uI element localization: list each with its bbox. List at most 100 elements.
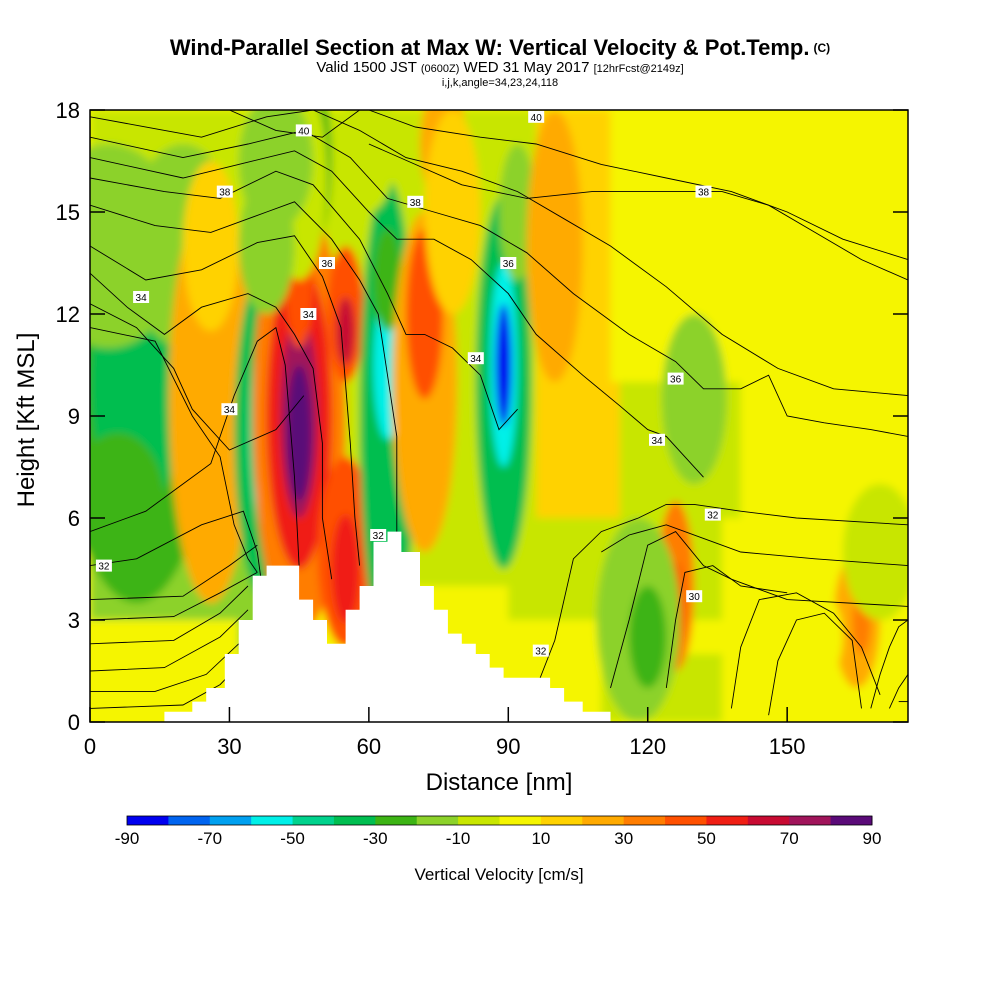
terrain-layer	[164, 531, 639, 722]
colorbar-swatch	[747, 816, 790, 825]
contour-label: 34	[649, 433, 665, 447]
y-tick-label: 12	[56, 302, 80, 327]
terrain-mask	[164, 531, 639, 722]
colorbar-tick-label: 10	[531, 829, 550, 848]
colorbar-swatch	[251, 816, 294, 825]
contour-label: 34	[467, 352, 484, 365]
contour-label-text: 40	[298, 126, 310, 137]
theta-contour-line	[90, 303, 305, 451]
contour-label-text: 34	[303, 310, 315, 321]
theta-contour-line	[90, 326, 300, 566]
grid-indices: i,j,k,angle=34,23,24,118	[441, 77, 559, 89]
contour-label-text: 36	[670, 375, 682, 386]
x-tick-label: 0	[84, 734, 96, 759]
colorbar-swatch	[375, 816, 418, 825]
colorbar-swatch	[333, 816, 376, 825]
y-tick-label: 18	[56, 98, 80, 123]
colorbar-swatch	[127, 816, 169, 825]
contour-label: 38	[216, 185, 233, 199]
contour-label: 34	[221, 403, 238, 416]
colorbar-swatch	[209, 816, 252, 825]
theta-contour-line	[90, 150, 704, 478]
theta-contour-line	[90, 235, 361, 566]
contour-label-text: 32	[98, 562, 110, 573]
x-tick-label: 120	[629, 734, 666, 759]
theta-contour-line	[870, 619, 908, 709]
contour-label: 38	[695, 185, 712, 199]
theta-contour-line	[368, 143, 908, 281]
theta-contour-line	[888, 674, 908, 709]
colorbar-swatch	[582, 816, 625, 825]
colorbar-tick-label: 30	[614, 829, 633, 848]
y-tick-label: 9	[68, 404, 80, 429]
y-axis-title: Height [Kft MSL]	[13, 333, 40, 508]
plot-area: 34 34 34 34 34 40 40 38 38 38 36 36 36 32 32 32 32 30	[90, 110, 908, 722]
colorbar-swatch	[458, 816, 500, 825]
title-block: Wind-Parallel Section at Max W: Vertical…	[0, 35, 1000, 90]
theta-contour-line	[90, 327, 258, 573]
y-tick-label: 3	[68, 608, 80, 633]
x-tick-label: 30	[217, 734, 241, 759]
contour-label-text: 34	[224, 405, 236, 416]
contour-label: 32	[370, 529, 387, 542]
colorbar-swatch	[540, 816, 583, 825]
contour-label: 34	[300, 308, 317, 321]
y-tick-label: 15	[56, 200, 80, 225]
x-axis-title: Distance [nm]	[426, 769, 573, 796]
colorbar-swatch	[665, 816, 707, 825]
x-tick-label: 60	[357, 734, 381, 759]
theta-contour-line	[665, 565, 788, 689]
colorbar-tick-label: 70	[780, 829, 799, 848]
y-tick-label: 0	[68, 710, 80, 735]
colorbar-swatch	[706, 816, 749, 825]
contour-label: 36	[500, 257, 517, 270]
theta-contour-line	[90, 609, 249, 672]
contour-label-text: 34	[470, 354, 482, 365]
valid-time: Valid 1500 JST	[316, 59, 417, 76]
copyright-mark: (C)	[813, 41, 831, 55]
theta-contour-line	[90, 643, 240, 692]
contour-label: 38	[407, 195, 424, 209]
theta-contour-line	[90, 544, 258, 601]
x-tick-label: 150	[769, 734, 806, 759]
colorbar-swatch	[416, 816, 459, 825]
axes: 0 30 60 90 120 150 0 36 9 12 15 18	[56, 98, 908, 759]
contour-label: 32	[532, 644, 549, 658]
valid-time-line: Valid 1500 JST (0600Z) WED 31 May 2017 […	[0, 60, 1000, 77]
theta-contour-line	[730, 592, 881, 709]
theta-contour-line	[368, 110, 908, 261]
colorbar-swatch	[789, 816, 832, 825]
colorbar-title: Vertical Velocity [cm/s]	[414, 865, 583, 884]
colorbar-tick-label: -70	[198, 829, 223, 848]
theta-contour-line	[601, 524, 908, 567]
contour-label-text: 32	[373, 531, 385, 542]
colorbar-tick-label: 90	[863, 829, 882, 848]
contour-label-text: 38	[410, 198, 422, 209]
theta-contour-line	[768, 612, 862, 716]
valid-date: WED 31 May 2017	[463, 59, 590, 76]
contour-label-text: 38	[698, 188, 710, 199]
contour-label-text: 34	[651, 436, 663, 447]
colorbar-tick-label: -50	[280, 829, 305, 848]
theta-contour-line	[90, 572, 258, 621]
colorbar-swatch	[623, 816, 666, 825]
contour-label-text: 36	[321, 259, 333, 270]
colorbar-swatch	[830, 816, 873, 825]
contour-label-text: 38	[219, 188, 231, 199]
colorbar-tick-label: -10	[446, 829, 471, 848]
forecast-run: [12hrFcst@2149z]	[593, 63, 684, 75]
contour-label: 34	[133, 291, 150, 304]
contour-label: 36	[667, 372, 684, 386]
contour-label: 30	[686, 590, 703, 603]
colorbar-frame	[126, 815, 873, 826]
x-tick-label: 90	[496, 734, 520, 759]
colorbar-tick-label: 50	[697, 829, 716, 848]
colorbar-swatch	[292, 816, 335, 825]
theta-contour-line	[90, 201, 398, 535]
theta-contour-line	[535, 503, 908, 689]
theta-contour-line	[90, 585, 249, 645]
contour-label-text: 32	[707, 511, 719, 522]
contour-label: 32	[95, 559, 112, 573]
chart-title: Wind-Parallel Section at Max W: Vertical…	[169, 35, 810, 60]
